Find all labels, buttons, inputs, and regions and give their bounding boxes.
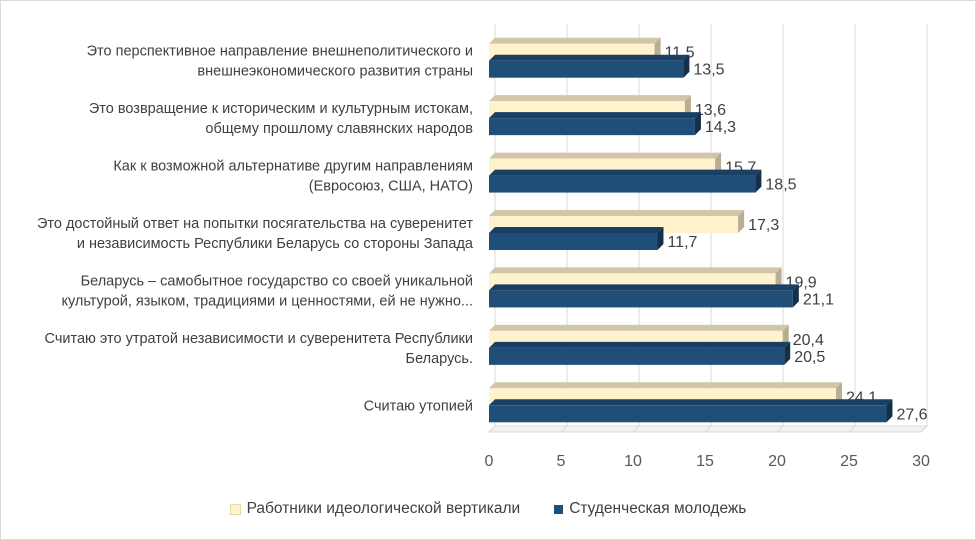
category-label-5-line-1: Как к возможной альтернативе другим напр… xyxy=(113,159,473,175)
category-label-6-line-1: Это возвращение к историческим и культур… xyxy=(89,101,473,117)
data-label-s1-c4: 17,3 xyxy=(748,217,779,234)
x-tick-label-25: 25 xyxy=(840,453,858,470)
legend-swatch-series-1 xyxy=(229,503,241,515)
gridline-floor-10 xyxy=(632,425,640,433)
category-label-2-line-1: Считаю это утратой независимости и сувер… xyxy=(45,331,473,347)
data-label-s2-c2: 20,5 xyxy=(794,349,825,366)
bar-side-s2-c2 xyxy=(784,341,791,365)
bar-s2-c3 xyxy=(489,290,793,308)
gridline-floor-0 xyxy=(488,425,496,433)
data-label-s2-c4: 11,7 xyxy=(667,234,697,251)
bar-top-s1-c5 xyxy=(489,152,722,159)
category-label-4-line-2: и независимость Республики Беларусь со с… xyxy=(77,236,474,252)
data-label-s2-c3: 21,1 xyxy=(803,291,834,308)
data-label-s1-c2: 20,4 xyxy=(793,332,824,349)
x-tick-label-10: 10 xyxy=(624,453,642,470)
bar-top-s1-c1 xyxy=(489,382,843,389)
bar-side-s2-c6 xyxy=(694,112,701,136)
category-label-7-line-2: внешнеэкономического развития страны xyxy=(197,64,473,80)
gridline-floor-15 xyxy=(704,425,712,433)
x-tick-label-5: 5 xyxy=(557,453,566,470)
category-label-2-line-2: Беларусь. xyxy=(406,351,473,367)
legend-item-series-1: Работники идеологической вертикали xyxy=(229,500,521,518)
bar-side-s2-c7 xyxy=(683,54,690,78)
gridline-floor-25 xyxy=(848,425,856,433)
x-tick-label-15: 15 xyxy=(696,453,714,470)
bar-top-s2-c4 xyxy=(489,227,664,233)
category-label-6-line-2: общему прошлому славянских народов xyxy=(205,121,473,137)
data-label-s2-c6: 14,3 xyxy=(705,119,736,136)
legend: Работники идеологической вертикали Студе… xyxy=(0,497,976,521)
legend-label-series-2: Студенческая молодежь xyxy=(569,500,747,517)
category-label-3-line-1: Беларусь – самобытное государство со сво… xyxy=(81,273,473,289)
category-label-5-line-2: (Евросоюз, США, НАТО) xyxy=(309,179,473,195)
data-label-s2-c5: 18,5 xyxy=(765,177,796,194)
bar-top-s2-c1 xyxy=(489,399,893,406)
bar-top-s2-c3 xyxy=(489,284,799,291)
bar-top-s1-c3 xyxy=(489,267,782,274)
legend-item-series-2: Студенческая молодежь xyxy=(554,500,746,518)
bar-s2-c4 xyxy=(489,233,658,250)
bar-top-s1-c2 xyxy=(489,324,789,331)
bar-top-s2-c2 xyxy=(489,341,791,348)
bar-side-s2-c5 xyxy=(755,169,762,193)
x-tick-label-0: 0 xyxy=(485,453,494,470)
gridline-floor-5 xyxy=(560,425,568,433)
bar-s2-c2 xyxy=(489,347,785,365)
bar-s2-c6 xyxy=(489,118,695,136)
gridline-floor-20 xyxy=(776,425,784,433)
bar-top-s2-c6 xyxy=(489,112,701,119)
bar-side-s2-c3 xyxy=(792,284,799,308)
data-label-s2-c7: 13,5 xyxy=(693,62,724,79)
bar-side-s2-c1 xyxy=(886,399,893,423)
bar-top-s1-c6 xyxy=(489,95,691,102)
gridline-floor-30 xyxy=(920,425,928,433)
x-tick-label-30: 30 xyxy=(912,453,930,470)
bar-s2-c5 xyxy=(489,175,756,193)
bar-top-s1-c4 xyxy=(489,210,745,216)
data-label-s1-c6: 13,6 xyxy=(695,102,726,119)
bar-side-s2-c4 xyxy=(657,227,664,250)
category-label-4-line-1: Это достойный ответ на попытки посягател… xyxy=(37,216,473,232)
bar-top-s2-c7 xyxy=(489,54,690,61)
legend-swatch-series-2 xyxy=(554,504,564,514)
bar-s2-c1 xyxy=(489,405,887,423)
category-label-7-line-1: Это перспективное направление внешнеполи… xyxy=(87,44,473,60)
data-label-s2-c1: 27,6 xyxy=(896,406,927,423)
bar-s2-c7 xyxy=(489,60,684,78)
bar-side-s1-c4 xyxy=(738,210,745,233)
bar-top-s1-c7 xyxy=(489,37,661,44)
category-label-3-line-2: культурой, языком, традициями и ценностя… xyxy=(61,293,473,309)
legend-label-series-1: Работники идеологической вертикали xyxy=(246,500,521,517)
category-label-1-line-1: Считаю утопией xyxy=(364,398,473,414)
x-tick-label-20: 20 xyxy=(768,453,786,470)
bar-top-s2-c5 xyxy=(489,169,762,176)
